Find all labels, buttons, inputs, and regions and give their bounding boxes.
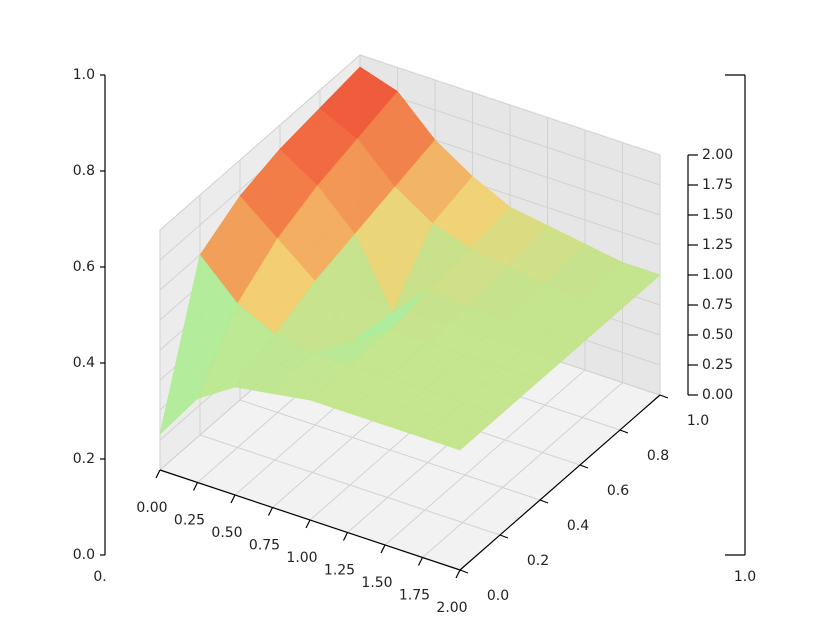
- frame-tick-label: 0.8: [73, 163, 95, 179]
- x-tick-label: 2.00: [436, 600, 467, 616]
- z-tick-label: 0.50: [702, 327, 733, 343]
- x-tick: [267, 507, 274, 516]
- x-tick: [455, 569, 461, 579]
- grid-line: [359, 54, 661, 156]
- x-tick-label: 0.50: [211, 525, 242, 541]
- y-tick-label: 1.0: [687, 413, 709, 429]
- x-axis: [159, 469, 461, 571]
- grid-line: [159, 54, 361, 231]
- y-tick-label: 0.6: [607, 483, 629, 499]
- y-tick-label: 0.2: [527, 553, 549, 569]
- frame-tick-label: 0.0: [73, 547, 95, 563]
- x-tick-label: 0.75: [249, 538, 280, 554]
- x-tick: [417, 557, 424, 566]
- grid-line: [239, 399, 541, 501]
- frame-tick-label: 1.0: [734, 569, 756, 585]
- frame-tick-label: 1.0: [73, 67, 95, 83]
- z-tick-label: 0.25: [702, 357, 733, 373]
- x-tick-label: 0.00: [136, 500, 167, 516]
- x-tick: [305, 519, 311, 529]
- z-tick-label: 1.00: [702, 267, 733, 283]
- x-tick: [192, 482, 199, 491]
- y-tick-label: 0.8: [647, 448, 669, 464]
- frame-tick-label: 0.4: [73, 355, 95, 371]
- z-tick-label: 1.50: [702, 207, 733, 223]
- y-tick: [579, 464, 589, 469]
- z-tick-label: 0.00: [702, 387, 733, 403]
- y-tick: [539, 499, 549, 504]
- y-tick-label: 0.0: [487, 588, 509, 604]
- x-tick: [380, 544, 386, 554]
- grid-line: [199, 434, 501, 536]
- z-tick-label: 2.00: [702, 147, 733, 163]
- y-axis: [459, 394, 661, 571]
- z-tick-label: 1.75: [702, 177, 733, 193]
- x-tick-label: 1.00: [286, 550, 317, 566]
- z-tick-label: 1.25: [702, 237, 733, 253]
- grid-line: [359, 84, 661, 186]
- z-tick-label: 0.75: [702, 297, 733, 313]
- surface-patch: [421, 402, 501, 451]
- frame-tick-label: 0.: [93, 569, 106, 585]
- grid-line: [422, 382, 623, 558]
- y-tick: [499, 534, 509, 539]
- x-tick: [230, 494, 236, 504]
- y-tick: [459, 569, 469, 574]
- frame-tick-label: 0.2: [73, 451, 95, 467]
- frame-tick-label: 0.6: [73, 259, 95, 275]
- y-tick-label: 0.4: [567, 518, 589, 534]
- x-tick-label: 1.50: [361, 575, 392, 591]
- x-tick: [342, 532, 349, 541]
- x-tick-label: 1.75: [399, 588, 430, 604]
- x-tick-label: 1.25: [324, 563, 355, 579]
- y-tick: [619, 429, 629, 434]
- grid-line: [384, 369, 586, 546]
- y-tick: [659, 394, 669, 399]
- x-tick: [155, 469, 161, 479]
- x-tick-label: 0.25: [174, 513, 205, 529]
